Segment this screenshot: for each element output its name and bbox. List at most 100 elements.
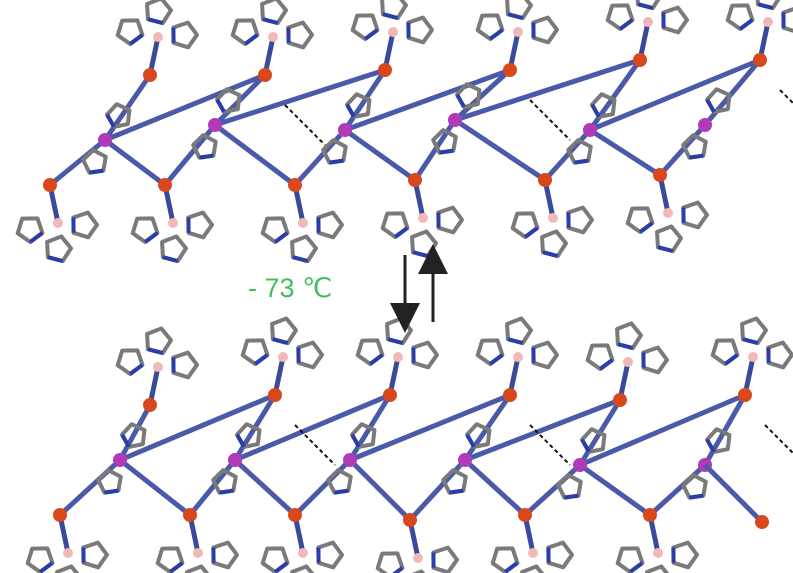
n-bond [507, 337, 524, 346]
chain-bond [213, 123, 297, 187]
metal [378, 63, 392, 77]
chain-bond [453, 117, 547, 183]
ring [510, 211, 540, 239]
chain-bond [579, 392, 746, 468]
n-bond [350, 433, 361, 448]
ring [661, 5, 689, 35]
boron [53, 218, 63, 228]
n-bond [147, 17, 164, 26]
h-bond [764, 424, 793, 455]
n-bond [507, 12, 524, 21]
center-atom [448, 113, 462, 127]
n-bond [757, 2, 774, 11]
n-bond [104, 488, 119, 495]
metal [613, 393, 627, 407]
chain-bond [117, 403, 153, 462]
molecular-structures [15, 0, 793, 573]
ring [531, 15, 559, 45]
chain-bond [343, 127, 417, 183]
ring [286, 20, 314, 50]
n-bond [219, 488, 234, 495]
chain-bond [658, 123, 707, 177]
boron [653, 548, 663, 558]
n-bond [262, 17, 279, 26]
n-bond [723, 353, 739, 366]
chain-bond [702, 393, 748, 467]
chain-bond [58, 458, 122, 517]
n-bond [618, 18, 634, 31]
ring [475, 13, 505, 41]
ring [411, 340, 439, 370]
n-bond [105, 113, 116, 128]
n-bond [215, 98, 226, 113]
boron [193, 548, 203, 558]
chain-bond [463, 458, 527, 517]
n-bond [412, 250, 429, 259]
ring [605, 3, 635, 31]
ring [55, 564, 80, 573]
chain-bond [188, 458, 237, 517]
boron [418, 213, 428, 223]
n-bond [488, 28, 504, 41]
ring [436, 205, 464, 235]
n-bond [503, 561, 519, 573]
boron [153, 32, 163, 42]
ring [431, 545, 459, 573]
chain-bond [233, 458, 297, 517]
ring [81, 540, 109, 570]
center-atom [228, 453, 242, 467]
chain-bond [103, 138, 167, 187]
n-bond [292, 255, 309, 264]
ring [725, 3, 755, 31]
ring [230, 18, 260, 46]
boron [388, 27, 398, 37]
n-bond [657, 245, 674, 254]
ring [375, 551, 405, 573]
center-atom [343, 453, 357, 467]
ring [615, 546, 645, 573]
ring [546, 540, 574, 570]
metal [143, 398, 157, 412]
ring [155, 546, 185, 573]
n-bond [705, 98, 716, 113]
n-bond [345, 103, 356, 118]
n-bond [689, 153, 704, 160]
n-bond [617, 342, 634, 351]
ring [171, 20, 199, 50]
metal [288, 178, 302, 192]
temperature-label: - 73 ℃ [248, 273, 332, 303]
boron [168, 218, 178, 228]
chain-bond [293, 458, 352, 517]
metal [158, 178, 172, 192]
ring [531, 340, 559, 370]
n-bond [455, 93, 466, 108]
chain-bond [348, 458, 412, 522]
chain-bond [214, 67, 386, 128]
ring [25, 546, 55, 573]
metal [268, 388, 282, 402]
ring [115, 348, 145, 376]
h-bond [529, 99, 571, 141]
chain-bond [349, 392, 511, 463]
n-bond [363, 28, 379, 41]
n-bond [235, 433, 246, 448]
center-atom [338, 123, 352, 137]
ring [316, 210, 344, 240]
metal [503, 63, 517, 77]
n-bond [368, 353, 384, 366]
n-bond [465, 433, 476, 448]
ring [171, 350, 199, 380]
ring [186, 210, 214, 240]
chain-bond [589, 57, 761, 133]
boron [153, 362, 163, 372]
n-bond [387, 337, 404, 346]
boron [748, 352, 758, 362]
n-bond [199, 153, 214, 160]
chain-bond [464, 397, 621, 463]
chain-bond [523, 463, 582, 517]
chain-bond [119, 392, 276, 463]
center-atom [113, 453, 127, 467]
n-bond [243, 33, 259, 46]
n-bond [273, 231, 289, 244]
boron [548, 213, 558, 223]
